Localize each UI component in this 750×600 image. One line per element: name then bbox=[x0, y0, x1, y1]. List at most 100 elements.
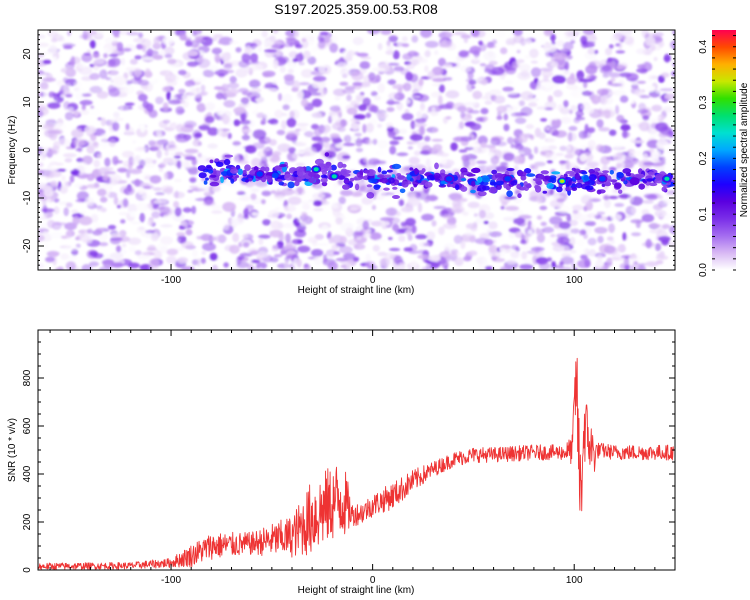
spectrogram-cell bbox=[356, 235, 362, 240]
spectrogram-cell bbox=[65, 93, 73, 98]
spectrogram-cell bbox=[247, 102, 258, 112]
spectrogram-cell bbox=[663, 198, 675, 205]
spectrogram-cell bbox=[83, 52, 91, 56]
spectrogram-cell bbox=[269, 154, 281, 163]
spectrogram-cell bbox=[226, 88, 240, 95]
spectrogram-cell bbox=[629, 254, 642, 262]
spectrogram-cell bbox=[479, 43, 487, 52]
spectrogram-cell bbox=[657, 160, 666, 166]
spectrogram-cell bbox=[201, 36, 213, 47]
spectrogram-cell bbox=[38, 91, 42, 97]
spectrogram-cell bbox=[148, 265, 160, 270]
spectrogram-cell bbox=[280, 188, 295, 196]
spectrogram-cell bbox=[564, 61, 570, 71]
spectrogram-cell bbox=[659, 251, 665, 259]
spectrogram-cell bbox=[536, 196, 543, 204]
spectrogram-cell bbox=[463, 101, 478, 107]
spectrogram-cell bbox=[38, 263, 45, 269]
spectrogram-cell bbox=[413, 150, 421, 156]
spectrogram-band-cell bbox=[510, 180, 518, 186]
spectrogram-cell bbox=[241, 53, 251, 63]
spectrogram-hotspot bbox=[311, 165, 322, 174]
spectrogram-cell bbox=[300, 68, 314, 78]
spectrogram-cell bbox=[148, 258, 160, 269]
spectrogram-band-cell bbox=[313, 174, 321, 179]
spectrogram-cell bbox=[377, 123, 383, 128]
spectrogram-cell bbox=[443, 77, 453, 81]
spectrogram-cell bbox=[505, 205, 519, 211]
spectrogram-cell bbox=[649, 229, 663, 234]
spectrogram-cell bbox=[388, 35, 399, 43]
spectrogram-cell bbox=[312, 192, 325, 200]
spectrogram-cell bbox=[280, 249, 286, 256]
spectrogram-cell bbox=[578, 230, 584, 237]
spectrogram-cell bbox=[398, 199, 405, 207]
spectrogram-cell bbox=[103, 47, 109, 52]
spectrogram-cell bbox=[386, 107, 395, 112]
spectrogram-cell bbox=[164, 150, 169, 156]
spectrogram-cell bbox=[377, 251, 388, 257]
spectrogram-band-cell bbox=[648, 182, 658, 187]
spectrogram-band-cell bbox=[413, 184, 418, 188]
spectrogram-cell bbox=[139, 182, 153, 187]
spectrogram-cell bbox=[179, 173, 187, 177]
spectrogram-cell bbox=[205, 102, 216, 111]
spectrogram-band-cell bbox=[551, 171, 561, 175]
spectrogram-cell bbox=[71, 128, 84, 138]
spectrogram-band-cell bbox=[460, 186, 468, 192]
spectrogram-cell bbox=[658, 40, 665, 48]
spectrogram-cell bbox=[564, 36, 578, 40]
spectrogram-cell bbox=[71, 209, 79, 214]
spectrogram-cell bbox=[155, 96, 164, 105]
spectrogram-cell bbox=[431, 220, 437, 227]
spectrogram-cell bbox=[135, 202, 149, 212]
spectrogram-cell bbox=[622, 232, 627, 241]
spectrogram-cell bbox=[92, 141, 100, 149]
spectrogram-cell bbox=[89, 261, 99, 267]
spectrogram-cell bbox=[341, 155, 351, 160]
spectrogram-cell bbox=[595, 77, 608, 84]
spectrogram-cell bbox=[398, 261, 406, 266]
spectrogram-cell bbox=[582, 30, 595, 35]
spectrogram-cell bbox=[272, 30, 279, 34]
spectrogram-cell bbox=[336, 62, 347, 69]
spectrogram-band-cell bbox=[525, 184, 532, 189]
spectrogram-band-cell bbox=[314, 158, 324, 166]
spectrogram-cell bbox=[443, 243, 455, 251]
spectrogram-cell bbox=[105, 187, 110, 198]
spectrogram-cell bbox=[121, 150, 135, 158]
spectrogram-band-cell bbox=[494, 172, 504, 179]
spectrogram-cell bbox=[97, 188, 107, 197]
spectrogram-cell bbox=[249, 250, 259, 256]
spectrogram-cell bbox=[631, 206, 636, 215]
spectrogram-cell bbox=[395, 229, 405, 235]
spectrogram-cell bbox=[587, 237, 597, 246]
spectrogram-cell bbox=[93, 159, 100, 168]
spectrogram-cell bbox=[222, 201, 237, 212]
tick-label: 0.2 bbox=[698, 151, 709, 165]
spectrogram-cell bbox=[287, 196, 302, 205]
spectrogram-cell bbox=[583, 248, 589, 254]
spectrogram-cell bbox=[113, 34, 120, 38]
spectrogram-cell bbox=[562, 41, 574, 51]
spectrogram-band-cell bbox=[455, 184, 460, 191]
spectrogram-band-cell bbox=[235, 175, 240, 178]
spectrogram-cell bbox=[432, 78, 447, 82]
snr-series-line bbox=[38, 357, 675, 570]
spectrogram-cell bbox=[52, 34, 64, 42]
spectrogram-cell bbox=[211, 47, 223, 55]
spectrogram-cell bbox=[635, 48, 647, 55]
spectrogram-cell bbox=[295, 128, 301, 132]
spectrogram-cell bbox=[524, 233, 532, 238]
spectrogram-band-cell bbox=[616, 172, 624, 176]
spectrogram-cell bbox=[560, 256, 574, 265]
spectrogram-cell bbox=[249, 79, 261, 89]
spectrogram-hotspot bbox=[444, 174, 455, 183]
spectrogram-cell bbox=[416, 110, 422, 118]
spectrogram-cell bbox=[108, 210, 119, 215]
spectrogram-cell bbox=[160, 224, 173, 228]
spectrogram-cell bbox=[134, 147, 146, 152]
spectrogram-cell bbox=[292, 58, 298, 63]
spectrogram-cell bbox=[273, 150, 280, 157]
spectrogram-cell bbox=[608, 91, 616, 95]
